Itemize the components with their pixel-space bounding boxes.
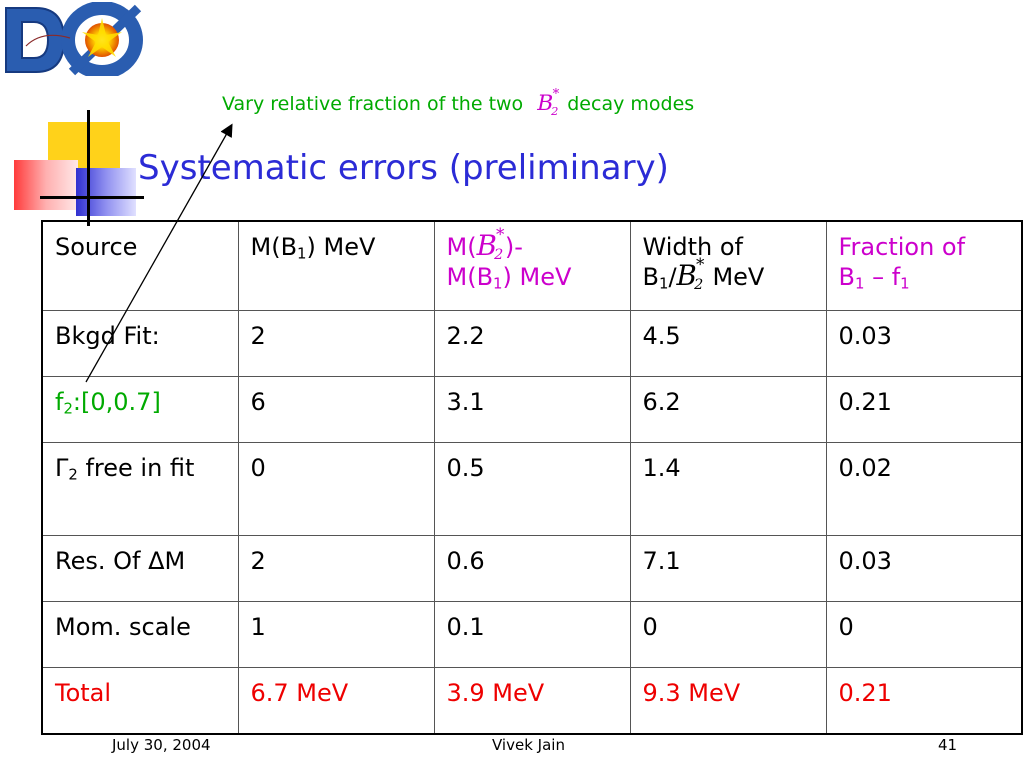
cell-mass-diff: 0.5: [433, 442, 631, 536]
deco-horizontal-line: [40, 196, 144, 199]
deco-vertical-line: [87, 110, 90, 226]
deco-blue-square: [76, 168, 136, 216]
cell-width: 6.2: [629, 376, 827, 443]
footer-author: Vivek Jain: [492, 736, 565, 754]
slide-title: Systematic errors (preliminary): [138, 148, 669, 188]
cell-mass-b1: 1: [237, 601, 435, 668]
table-row: f2:[0,0.7] 6 3.1 6.2 0.21: [41, 376, 1023, 443]
cell-mass-diff: 3.1: [433, 376, 631, 443]
systematic-errors-table: Source M(B1) MeV M(B * 2)- M(B1) MeV Width …: [41, 220, 1023, 735]
row-source: Mom. scale: [41, 601, 239, 668]
cell-mass-b1: 0: [237, 442, 435, 536]
cell-fraction: 0: [825, 601, 1023, 668]
cell-mass-diff: 2.2: [433, 310, 631, 377]
header-mass-diff: M(B * 2)- M(B1) MeV: [433, 220, 631, 311]
cell-width: 1.4: [629, 442, 827, 536]
table-row-total: Total 6.7 MeV 3.9 MeV 9.3 MeV 0.21: [41, 667, 1023, 735]
cell-mass-b1: 6: [237, 376, 435, 443]
header-mass-b1: M(B1) MeV: [237, 220, 435, 311]
table-header-row: Source M(B1) MeV M(B * 2)- M(B1) MeV Width …: [41, 220, 1023, 311]
header-fraction: Fraction of B1 – f1: [825, 220, 1023, 311]
deco-red-square: [14, 160, 78, 210]
table-row: Γ2 free in fit 0 0.5 1.4 0.02: [41, 442, 1023, 536]
row-source: Γ2 free in fit: [41, 442, 239, 536]
annotation-before: Vary relative fraction of the two: [222, 93, 524, 115]
cell-fraction: 0.21: [825, 376, 1023, 443]
b2-star-symbol: B * 2: [676, 254, 705, 294]
footer-date: July 30, 2004: [112, 736, 211, 754]
cell-width: 4.5: [629, 310, 827, 377]
cell-mass-diff: 3.9 MeV: [433, 667, 631, 735]
footer-page-number: 41: [938, 736, 958, 754]
d0-logo: [5, 2, 143, 76]
cell-fraction: 0.21: [825, 667, 1023, 735]
b2-star-symbol: B * 2: [476, 224, 505, 264]
cell-width: 0: [629, 601, 827, 668]
cell-mass-b1: 2: [237, 310, 435, 377]
row-source: Res. Of ΔM: [41, 535, 239, 602]
cell-fraction: 0.02: [825, 442, 1023, 536]
header-width: Width of B1/B * 2 MeV: [629, 220, 827, 311]
cell-mass-b1: 2: [237, 535, 435, 602]
row-source: Total: [41, 667, 239, 735]
annotation-text: Vary relative fraction of the two B * 2 de…: [222, 86, 694, 122]
row-source: Bkgd Fit:: [41, 310, 239, 377]
cell-width: 9.3 MeV: [629, 667, 827, 735]
cell-width: 7.1: [629, 535, 827, 602]
cell-fraction: 0.03: [825, 310, 1023, 377]
table-row: Mom. scale 1 0.1 0 0: [41, 601, 1023, 668]
b2-star-symbol: B * 2: [537, 87, 560, 118]
cell-mass-diff: 0.1: [433, 601, 631, 668]
cell-fraction: 0.03: [825, 535, 1023, 602]
header-source: Source: [41, 220, 239, 311]
annotation-after: decay modes: [567, 93, 695, 115]
cell-mass-b1: 6.7 MeV: [237, 667, 435, 735]
cell-mass-diff: 0.6: [433, 535, 631, 602]
table-row: Res. Of ΔM 2 0.6 7.1 0.03: [41, 535, 1023, 602]
table-row: Bkgd Fit: 2 2.2 4.5 0.03: [41, 310, 1023, 377]
row-source: f2:[0,0.7]: [41, 376, 239, 443]
